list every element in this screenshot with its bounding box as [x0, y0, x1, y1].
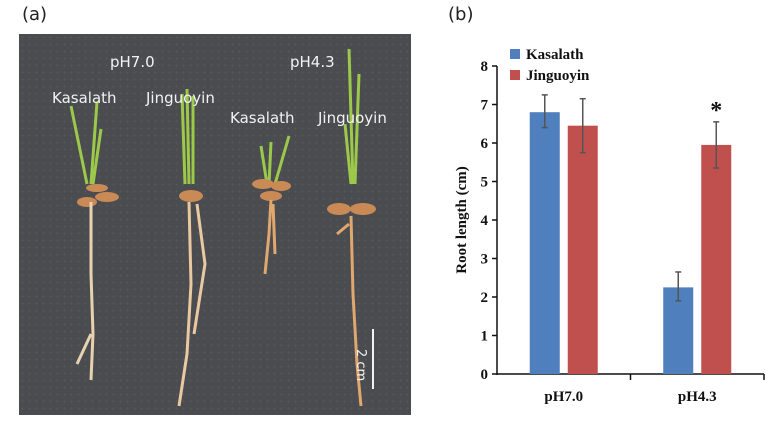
seedling-jinguoyin-ph43: [327, 48, 376, 407]
y-axis-label: Root length (cm): [454, 166, 470, 273]
panel-b-label: (b): [448, 4, 474, 25]
x-tick-label: pH4.3: [678, 389, 717, 405]
bar-jinguoyin-ph70: [567, 125, 598, 374]
photo-label-jinguoyin-2: Jinguoyin: [318, 109, 387, 127]
y-tick-label: 1: [481, 329, 489, 345]
bar-kasalath-ph43: [663, 287, 694, 374]
seedling-photo: pH7.0 pH4.3 Kasalath Jinguoyin Kasalath …: [19, 34, 411, 415]
seedling-kasalath-ph70: [69, 101, 119, 381]
y-tick-label: 6: [481, 136, 489, 152]
y-tick-label: 0: [481, 367, 489, 383]
photo-label-kasalath-1: Kasalath: [52, 89, 117, 107]
photo-label-ph43: pH4.3: [290, 53, 335, 71]
photo-label-ph70: pH7.0: [110, 53, 155, 71]
legend-label-jinguoyin: Jinguoyin: [526, 68, 590, 84]
y-tick-label: 8: [481, 59, 489, 75]
y-tick-label: 3: [481, 252, 489, 268]
legend-swatch-jinguoyin: [510, 70, 520, 80]
legend-label-kasalath: Kasalath: [526, 47, 584, 63]
photo-label-kasalath-2: Kasalath: [230, 109, 295, 127]
panel-a-label: (a): [22, 4, 48, 25]
significance-asterisk: *: [710, 98, 722, 124]
y-tick-label: 2: [481, 290, 489, 306]
bar-jinguoyin-ph43: [701, 144, 732, 374]
bar-kasalath-ph70: [529, 112, 560, 374]
y-tick-label: 4: [481, 213, 489, 229]
photo-label-jinguoyin-1: Jinguoyin: [146, 89, 215, 107]
seedling-kasalath-ph43: [252, 135, 291, 275]
x-tick-label: pH7.0: [544, 389, 583, 405]
y-tick-label: 5: [481, 175, 489, 191]
y-tick-label: 7: [481, 98, 489, 114]
seedling-jinguoyin-ph70: [177, 88, 207, 407]
legend-swatch-kasalath: [510, 49, 520, 59]
seedlings-illustration: [69, 48, 376, 407]
